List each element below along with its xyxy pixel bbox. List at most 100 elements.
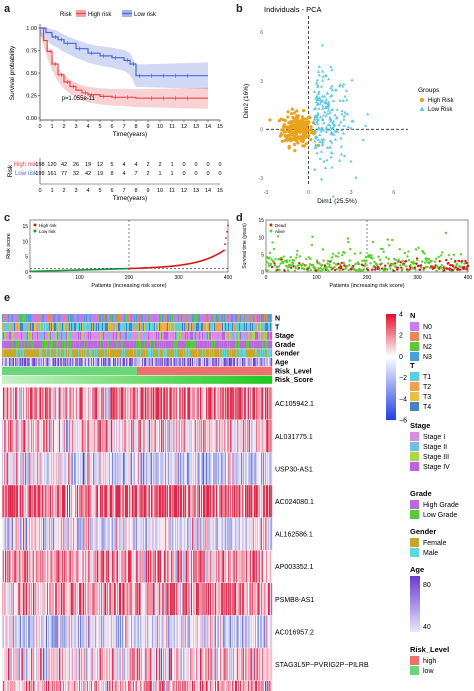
ss-point <box>386 238 389 241</box>
heatmap-cell <box>128 387 130 420</box>
annotation-cell <box>227 314 229 323</box>
heatmap-cell <box>51 387 53 420</box>
annotation-cell <box>229 358 231 367</box>
annotation-cell <box>16 331 18 340</box>
heatmap-cell <box>232 420 234 453</box>
annotation-cell <box>211 358 213 367</box>
pca-point-high <box>298 135 302 139</box>
annotation-cell <box>189 349 191 358</box>
heatmap-cell <box>89 420 91 453</box>
ss-point <box>306 269 310 272</box>
annotation-cell <box>109 375 111 384</box>
heatmap-cell <box>93 550 95 583</box>
annotation-cell <box>259 314 261 323</box>
ss-point <box>419 264 423 267</box>
heatmap-cell <box>32 387 34 420</box>
heatmap-cell <box>144 550 146 583</box>
annotation-cell <box>77 331 79 340</box>
annotation-cell <box>28 375 30 384</box>
annotation-cell <box>129 366 131 375</box>
heatmap-cell <box>136 420 138 453</box>
annotation-cell <box>194 375 196 384</box>
annotation-cell <box>78 358 80 367</box>
ss-point <box>425 259 428 262</box>
heatmap-cell <box>122 452 124 485</box>
annotation-cell <box>187 331 189 340</box>
annotation-cell <box>204 340 206 349</box>
heatmap-cell <box>203 485 205 518</box>
annotation-cell <box>53 331 55 340</box>
annotation-cell <box>49 314 51 323</box>
annotation-cell <box>86 314 88 323</box>
annotation-cell <box>125 358 127 367</box>
heatmap-cell <box>66 517 68 550</box>
heatmap-cell <box>243 550 245 583</box>
annotation-cell <box>68 340 70 349</box>
annotation-cell <box>205 349 207 358</box>
annotation-cell <box>234 366 236 375</box>
annotation-cell <box>36 322 38 331</box>
heatmap-cell <box>71 550 73 583</box>
annotation-cell <box>43 366 45 375</box>
heatmap-cell <box>136 452 138 485</box>
heatmap-cell <box>214 452 216 485</box>
heatmap-cell <box>106 420 108 453</box>
heatmap-cell <box>238 452 240 485</box>
heatmap-cell <box>235 517 237 550</box>
annotation-cell <box>29 314 31 323</box>
annotation-cell <box>31 375 33 384</box>
risk-table-value: 0 <box>194 171 197 177</box>
annotation-cell <box>101 349 103 358</box>
ss-point <box>403 263 406 267</box>
heatmap-cell <box>252 420 254 453</box>
heatmap-cell <box>83 550 85 583</box>
annotation-cell <box>144 375 146 384</box>
heatmap-cell <box>48 452 50 485</box>
heatmap-cell <box>201 517 203 550</box>
heatmap-cell <box>31 485 33 518</box>
ss-point <box>273 262 276 265</box>
pca-point-low <box>320 43 324 47</box>
heatmap-cell <box>210 550 212 583</box>
heatmap-cell <box>8 387 10 420</box>
heatmap-cell <box>7 517 9 550</box>
annotation-cell <box>182 375 184 384</box>
heatmap-cell <box>179 387 181 420</box>
annotation-cell <box>125 314 127 323</box>
ss-point <box>450 257 453 261</box>
heatmap-cell <box>46 517 48 550</box>
annotation-cell <box>193 340 195 349</box>
heatmap-cell <box>78 387 80 420</box>
heatmap-cell <box>218 420 220 453</box>
heatmap-cell <box>254 420 256 453</box>
heatmap-cell <box>180 420 182 453</box>
heatmap-cell <box>249 485 251 518</box>
annotation-cell <box>28 340 30 349</box>
annotation-cell <box>244 322 246 331</box>
annotation-cell <box>45 349 47 358</box>
pca-point-low <box>317 127 321 131</box>
annotation-cell <box>106 322 108 331</box>
annotation-cell <box>17 375 19 384</box>
annotation-cell <box>244 314 246 323</box>
annotation-cell <box>121 358 123 367</box>
ss-point <box>448 267 452 270</box>
annotation-cell <box>33 314 35 323</box>
heatmap-cell <box>200 485 202 518</box>
ss-point <box>371 240 375 244</box>
annotation-cell <box>63 375 65 384</box>
heatmap-cell <box>49 420 51 453</box>
heatmap-cell <box>40 485 42 518</box>
annotation-cell <box>183 314 185 323</box>
heatmap-cell <box>225 420 227 453</box>
annotation-cell <box>226 358 228 367</box>
annotation-cell <box>82 322 84 331</box>
pca-point-low <box>314 143 318 146</box>
heatmap-cell <box>259 485 261 518</box>
annotation-cell <box>81 322 83 331</box>
pca-point-low <box>327 123 332 127</box>
heatmap-cell <box>217 420 219 453</box>
annotation-cell <box>91 366 93 375</box>
heatmap-cell <box>208 517 210 550</box>
heatmap-cell <box>95 420 97 453</box>
